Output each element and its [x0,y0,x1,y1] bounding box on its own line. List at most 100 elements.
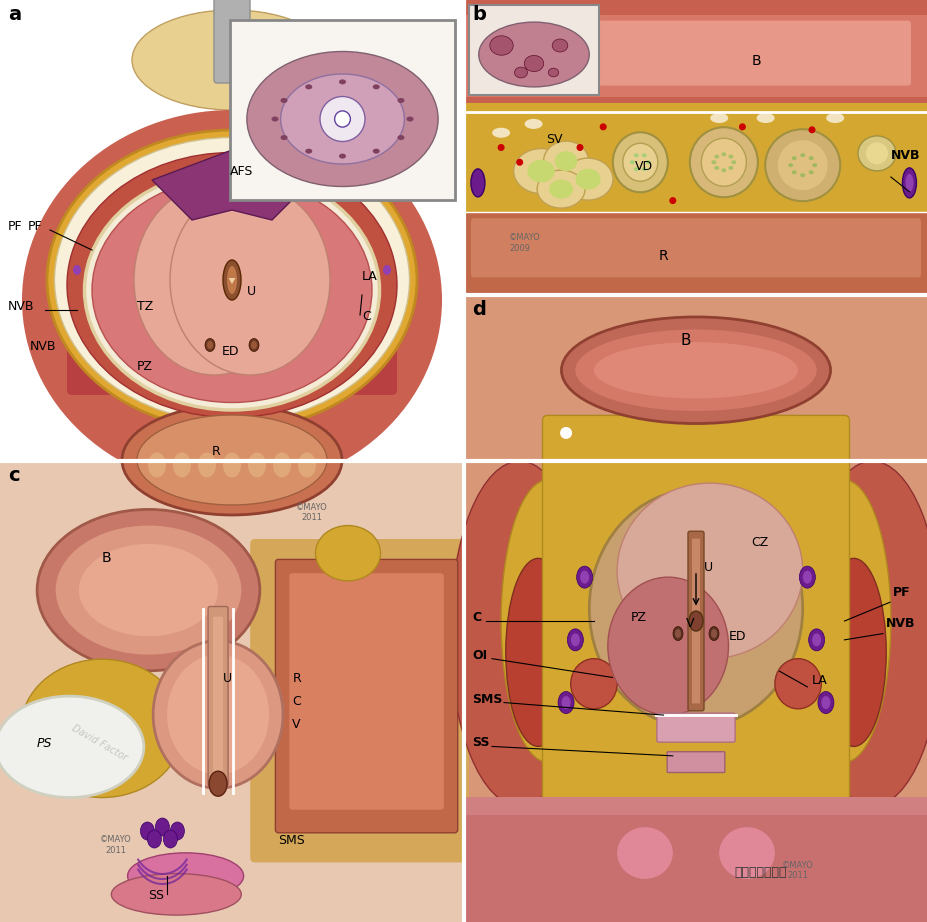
Ellipse shape [720,152,726,156]
Ellipse shape [137,415,326,505]
Ellipse shape [22,110,441,490]
Text: NVB: NVB [885,618,915,631]
Ellipse shape [121,405,342,515]
Ellipse shape [132,10,332,110]
Ellipse shape [163,830,177,848]
Ellipse shape [364,301,378,319]
Ellipse shape [280,74,404,164]
Ellipse shape [561,317,830,423]
Ellipse shape [645,160,650,164]
Text: C: C [362,310,371,323]
FancyBboxPatch shape [464,815,927,922]
Ellipse shape [799,153,805,157]
Ellipse shape [305,84,311,89]
Ellipse shape [128,235,136,245]
FancyBboxPatch shape [289,573,443,810]
Text: SMS: SMS [278,833,305,846]
Ellipse shape [708,627,718,641]
Text: b: b [472,5,486,24]
Ellipse shape [227,266,236,294]
Ellipse shape [153,641,283,788]
Text: PF: PF [8,220,22,233]
Ellipse shape [548,68,558,77]
FancyBboxPatch shape [250,539,468,862]
Ellipse shape [84,170,379,410]
Ellipse shape [527,160,554,183]
Ellipse shape [406,116,413,122]
Text: U: U [704,561,712,573]
Ellipse shape [774,658,820,709]
FancyBboxPatch shape [667,751,724,773]
Text: V: V [292,718,300,731]
Ellipse shape [701,138,745,186]
Ellipse shape [791,156,796,160]
Ellipse shape [728,155,732,159]
FancyBboxPatch shape [464,212,927,295]
Text: SS: SS [472,737,489,750]
Ellipse shape [491,128,510,137]
Ellipse shape [21,659,184,798]
Text: AFS: AFS [230,165,253,178]
Ellipse shape [397,135,404,140]
Ellipse shape [807,171,813,174]
Ellipse shape [273,453,291,478]
Ellipse shape [379,261,394,279]
Ellipse shape [209,771,227,797]
Text: PS: PS [37,737,53,750]
Text: NVB: NVB [30,340,57,353]
Ellipse shape [566,629,583,651]
Ellipse shape [56,526,241,655]
FancyBboxPatch shape [67,225,157,395]
Text: SS: SS [148,889,164,902]
Ellipse shape [505,559,570,747]
Text: NVB: NVB [890,149,920,162]
Ellipse shape [55,137,409,422]
Text: ED: ED [728,630,745,643]
FancyBboxPatch shape [464,797,927,922]
Ellipse shape [714,155,718,159]
Ellipse shape [501,480,593,762]
Ellipse shape [756,113,774,123]
Ellipse shape [668,197,676,204]
FancyBboxPatch shape [464,0,927,295]
FancyBboxPatch shape [230,20,454,200]
Ellipse shape [47,130,416,430]
Ellipse shape [324,231,338,249]
Ellipse shape [88,305,95,315]
Polygon shape [152,150,311,220]
FancyBboxPatch shape [213,617,222,775]
Ellipse shape [67,152,397,418]
Text: CZ: CZ [751,536,768,549]
Ellipse shape [327,235,336,245]
Ellipse shape [147,453,166,478]
Text: R: R [292,672,300,685]
Ellipse shape [524,55,543,72]
Ellipse shape [616,827,672,879]
Ellipse shape [807,156,813,160]
Ellipse shape [688,611,703,631]
Ellipse shape [537,170,584,208]
Ellipse shape [171,822,184,840]
Ellipse shape [633,167,638,171]
Ellipse shape [222,453,241,478]
FancyBboxPatch shape [464,0,927,112]
Ellipse shape [155,818,170,836]
FancyBboxPatch shape [471,219,920,278]
Ellipse shape [514,67,527,77]
Ellipse shape [73,265,81,275]
Text: ©MAYO
2011: ©MAYO 2011 [296,502,327,522]
FancyBboxPatch shape [464,103,927,221]
Ellipse shape [172,453,191,478]
FancyBboxPatch shape [542,416,848,833]
Ellipse shape [607,577,728,715]
Ellipse shape [820,559,885,747]
Ellipse shape [718,827,774,879]
Text: a: a [8,5,21,24]
FancyBboxPatch shape [692,538,699,703]
Ellipse shape [672,627,682,641]
Ellipse shape [549,180,573,198]
Ellipse shape [905,174,912,192]
Ellipse shape [593,342,797,398]
Ellipse shape [92,178,372,403]
Ellipse shape [807,629,824,651]
